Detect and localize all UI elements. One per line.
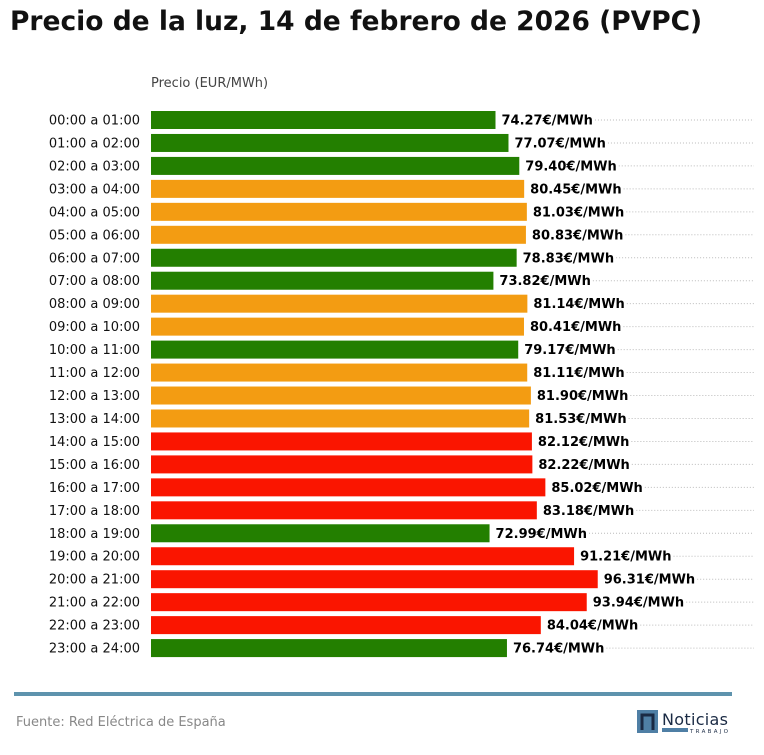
bar: [151, 455, 533, 474]
value-label: 80.41€/MWh: [530, 320, 621, 335]
bar: [151, 478, 546, 497]
category-label: 05:00 a 06:00: [49, 228, 140, 243]
value-label: 91.21€/MWh: [580, 550, 671, 565]
noticias-trabajo-logo: Noticias TRABAJO: [637, 710, 729, 735]
bar: [151, 179, 525, 198]
bar: [151, 248, 517, 267]
category-label: 02:00 a 03:00: [49, 159, 140, 174]
bar: [151, 501, 537, 520]
bar: [151, 639, 507, 658]
category-label: 15:00 a 16:00: [49, 458, 140, 473]
value-label: 80.83€/MWh: [532, 228, 623, 243]
bar: [151, 340, 519, 359]
value-label: 73.82€/MWh: [499, 274, 590, 289]
value-label: 76.74€/MWh: [513, 642, 604, 657]
category-label: 14:00 a 15:00: [49, 435, 140, 450]
value-label: 81.90€/MWh: [537, 389, 628, 404]
source-note: Fuente: Red Eléctrica de España: [16, 715, 226, 730]
value-label: 81.03€/MWh: [533, 205, 624, 220]
bar: [151, 386, 531, 405]
bar: [151, 409, 530, 428]
category-label: 21:00 a 22:00: [49, 596, 140, 611]
value-label: 80.45€/MWh: [530, 182, 621, 197]
value-label: 93.94€/MWh: [593, 596, 684, 611]
category-label: 06:00 a 07:00: [49, 251, 140, 266]
value-label: 81.11€/MWh: [533, 366, 624, 381]
bar: [151, 547, 575, 566]
footer-divider: [14, 692, 732, 696]
category-label: 20:00 a 21:00: [49, 573, 140, 588]
bar: [151, 363, 528, 382]
value-label: 72.99€/MWh: [496, 527, 587, 542]
value-label: 81.53€/MWh: [535, 412, 626, 427]
bar: [151, 524, 490, 543]
chart-title: Precio de la luz, 14 de febrero de 2026 …: [10, 6, 703, 37]
category-label: 07:00 a 08:00: [49, 274, 140, 289]
category-label: 22:00 a 23:00: [49, 619, 140, 634]
category-label: 13:00 a 14:00: [49, 412, 140, 427]
bar: [151, 294, 528, 313]
category-label: 16:00 a 17:00: [49, 481, 140, 496]
bar: [151, 133, 509, 152]
bar: [151, 156, 520, 175]
category-label: 01:00 a 02:00: [49, 136, 140, 151]
category-label: 00:00 a 01:00: [49, 114, 140, 129]
bar-chart: Precio (EUR/MWh) 00:00 a 01:00 74.27€/MWh…: [49, 76, 754, 658]
category-label: 12:00 a 13:00: [49, 389, 140, 404]
bar: [151, 317, 524, 336]
category-label: 11:00 a 12:00: [49, 366, 140, 381]
value-label: 79.17€/MWh: [524, 343, 615, 358]
category-label: 10:00 a 11:00: [49, 343, 140, 358]
value-label: 77.07€/MWh: [514, 136, 605, 151]
value-label: 81.14€/MWh: [533, 297, 624, 312]
svg-text:Noticias: Noticias: [662, 710, 728, 729]
value-label: 83.18€/MWh: [543, 504, 634, 519]
value-label: 82.22€/MWh: [538, 458, 629, 473]
value-label: 96.31€/MWh: [604, 573, 695, 588]
bar: [151, 616, 541, 635]
bar: [151, 225, 526, 244]
bar: [151, 202, 527, 221]
value-label: 74.27€/MWh: [501, 114, 592, 129]
value-label: 82.12€/MWh: [538, 435, 629, 450]
bar: [151, 111, 496, 129]
category-label: 03:00 a 04:00: [49, 182, 140, 197]
value-label: 78.83€/MWh: [523, 251, 614, 266]
value-label: 84.04€/MWh: [547, 619, 638, 634]
category-label: 19:00 a 20:00: [49, 550, 140, 565]
category-label: 18:00 a 19:00: [49, 527, 140, 542]
category-label: 09:00 a 10:00: [49, 320, 140, 335]
bar: [151, 593, 587, 612]
category-label: 17:00 a 18:00: [49, 504, 140, 519]
bar: [151, 432, 532, 451]
x-axis-label: Precio (EUR/MWh): [151, 76, 268, 91]
category-label: 23:00 a 24:00: [49, 642, 140, 657]
bar: [151, 570, 598, 589]
value-label: 79.40€/MWh: [525, 159, 616, 174]
bar: [151, 271, 494, 290]
svg-text:TRABAJO: TRABAJO: [689, 729, 729, 735]
category-label: 08:00 a 09:00: [49, 297, 140, 312]
category-label: 04:00 a 05:00: [49, 205, 140, 220]
value-label: 85.02€/MWh: [551, 481, 642, 496]
